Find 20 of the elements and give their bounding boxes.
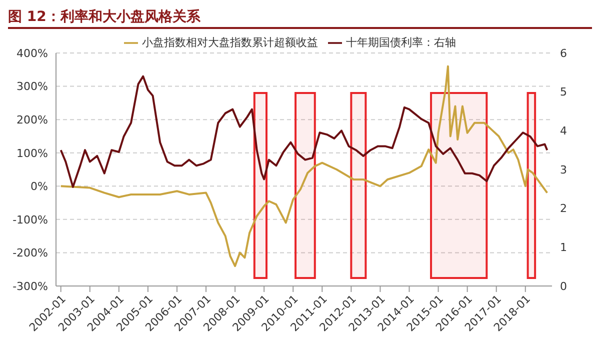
line-series [60, 75, 548, 188]
y2-tick-label: 3 [560, 163, 567, 176]
y2-tick-label: 1 [560, 241, 567, 254]
y-tick-label: -200% [12, 246, 48, 260]
line-series [60, 65, 548, 268]
y2-tick-label: 6 [560, 46, 567, 60]
y2-tick-label: 4 [560, 124, 567, 138]
y2-tick-label: 5 [560, 86, 567, 99]
y-tick-label: 100% [16, 146, 48, 160]
y2-tick-label: 0 [560, 280, 567, 293]
chart-title: 图 12：利率和大小盘风格关系 [8, 8, 592, 29]
y-tick-label: 0% [30, 180, 48, 194]
legend-label: 十年期国债利率：右轴 [346, 36, 456, 49]
y-tick-label: 300% [16, 80, 48, 94]
y-tick-label: -300% [12, 280, 48, 293]
y2-tick-label: 2 [560, 202, 567, 216]
y-tick-label: 400% [16, 46, 48, 60]
legend-label: 小盘指数相对大盘指数累计超额收益 [142, 36, 318, 49]
y-tick-label: 200% [16, 113, 48, 126]
y-tick-label: -100% [12, 213, 48, 226]
